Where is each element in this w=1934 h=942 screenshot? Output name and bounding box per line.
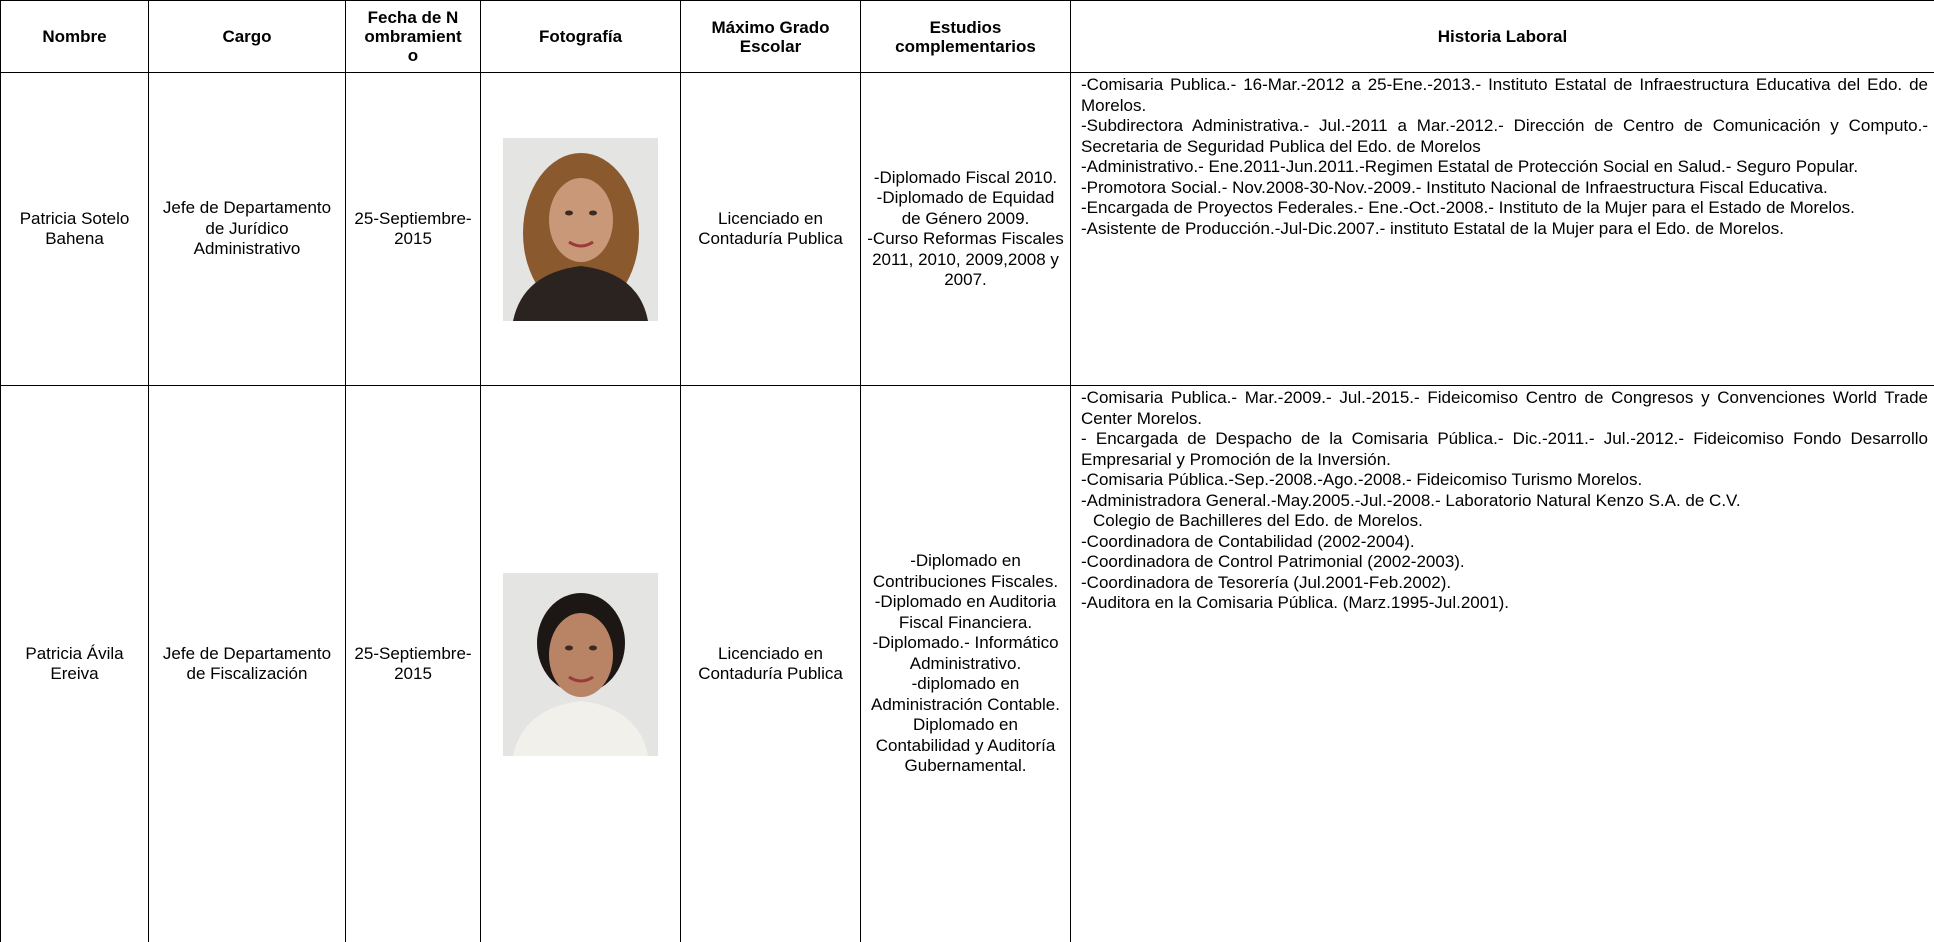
photo-shape: [568, 675, 594, 682]
photo: [503, 572, 658, 756]
cargo-cell: Jefe de Departamento de Jurídico Adminis…: [148, 72, 346, 386]
estudio-item: -Diplomado en Auditoria Fiscal Financier…: [874, 592, 1057, 632]
photo-shape: [568, 240, 594, 247]
historia-item: -Administradora General.-May.2005.-Jul.-…: [1081, 490, 1741, 510]
historia-item: -Auditora en la Comisaria Pública. (Marz…: [1081, 593, 1510, 612]
photo-cell: [480, 72, 681, 386]
photo-shape: [513, 265, 648, 321]
photo: [503, 137, 658, 321]
historia-item: -Administrativo.- Ene.2011-Jun.2011.-Reg…: [1081, 157, 1859, 176]
estudio-item: Diplomado en Contabilidad y Auditoría Gu…: [875, 715, 1056, 776]
grado-cell: Licenciado en Contaduría Publica: [680, 385, 861, 942]
table-body: Patricia Sotelo Bahena Jefe de Departamen…: [0, 72, 1934, 942]
photo-shape: [549, 612, 613, 697]
historia-item: -Comisaria Publica.- 16-Mar.-2012 a 25-E…: [1081, 75, 1928, 115]
historia-item: -Encargada de Proyectos Federales.- Ene.…: [1081, 198, 1855, 217]
header-cell: Nombre: [0, 0, 149, 73]
nombre-cell: Patricia Sotelo Bahena: [0, 72, 149, 386]
header-cell: Historia Laboral: [1070, 0, 1934, 73]
historia-item: -Subdirectora Administrativa.- Jul.-2011…: [1081, 116, 1928, 156]
historia-item: -Coordinadora de Contabilidad (2002-2004…: [1081, 531, 1415, 551]
cargo-cell: Jefe de Departamento de Fiscalización: [148, 385, 346, 942]
header-cell: Cargo: [148, 0, 346, 73]
historia-item: - Encargada de Despacho de la Comisaria …: [1081, 429, 1928, 469]
header-cell: Máximo Grado Escolar: [680, 0, 861, 73]
grado-cell: Licenciado en Contaduría Publica: [680, 72, 861, 386]
estudio-item: -Diplomado.- Informático Administrativo.: [872, 633, 1059, 673]
photo-shape: [565, 210, 573, 215]
estudio-item: -Curso Reformas Fiscales 2011, 2010, 200…: [867, 229, 1064, 289]
historia-item: -Asistente de Producción.-Jul-Dic.2007.-…: [1081, 218, 1785, 238]
photo-shape: [549, 177, 613, 262]
table-row: Patricia Sotelo Bahena Jefe de Departamen…: [0, 72, 1934, 386]
photo-shape: [589, 645, 597, 650]
nombre-cell: Patricia Ávila Ereiva: [0, 385, 149, 942]
estudios-cell: -Diplomado en Contribuciones Fiscales. -D…: [860, 385, 1071, 942]
photo-cell: [480, 385, 681, 942]
header-cell: Estudios complementarios: [860, 0, 1071, 73]
table-row: Patricia Ávila Ereiva Jefe de Departament…: [0, 385, 1934, 942]
header-cell: Fotografía: [480, 0, 681, 73]
historia-cell: -Comisaria Publica.- 16-Mar.-2012 a 25-E…: [1070, 72, 1934, 386]
estudio-item: -Diplomado Fiscal 2010.: [873, 167, 1058, 187]
estudio-item: -diplomado en Administración Contable.: [871, 674, 1060, 714]
photo-shape: [565, 645, 573, 650]
photo-shape: [589, 210, 597, 215]
photo-shape: [513, 700, 648, 756]
header-row: Nombre Cargo Fecha de Nombramiento Fotog…: [0, 0, 1934, 73]
historia-item: -Comisaria Publica.- Mar.-2009.- Jul.-20…: [1081, 388, 1928, 428]
fecha-cell: 25-Septiembre-2015: [345, 72, 481, 386]
estudios-cell: -Diplomado Fiscal 2010. -Diplomado de Equ…: [860, 72, 1071, 386]
estudio-item: -Diplomado de Equidad de Género 2009.: [876, 188, 1055, 228]
estudio-item: -Diplomado en Contribuciones Fiscales.: [872, 551, 1059, 591]
fecha-cell: 25-Septiembre-2015: [345, 385, 481, 942]
header-text: Fecha de Nombramiento: [364, 8, 462, 65]
historia-item: -Promotora Social.- Nov.2008-30-Nov.-200…: [1081, 177, 1828, 197]
historia-item: -Coordinadora de Tesorería (Jul.2001-Feb…: [1081, 572, 1452, 592]
header-cell: Fecha de Nombramiento: [345, 0, 481, 73]
historia-item: Colegio de Bachilleres del Edo. de Morel…: [1093, 511, 1423, 530]
historia-item: -Comisaria Pública.-Sep.-2008.-Ago.-2008…: [1081, 470, 1643, 489]
historia-item: -Coordinadora de Control Patrimonial (20…: [1081, 552, 1465, 571]
historia-cell: -Comisaria Publica.- Mar.-2009.- Jul.-20…: [1070, 385, 1934, 942]
